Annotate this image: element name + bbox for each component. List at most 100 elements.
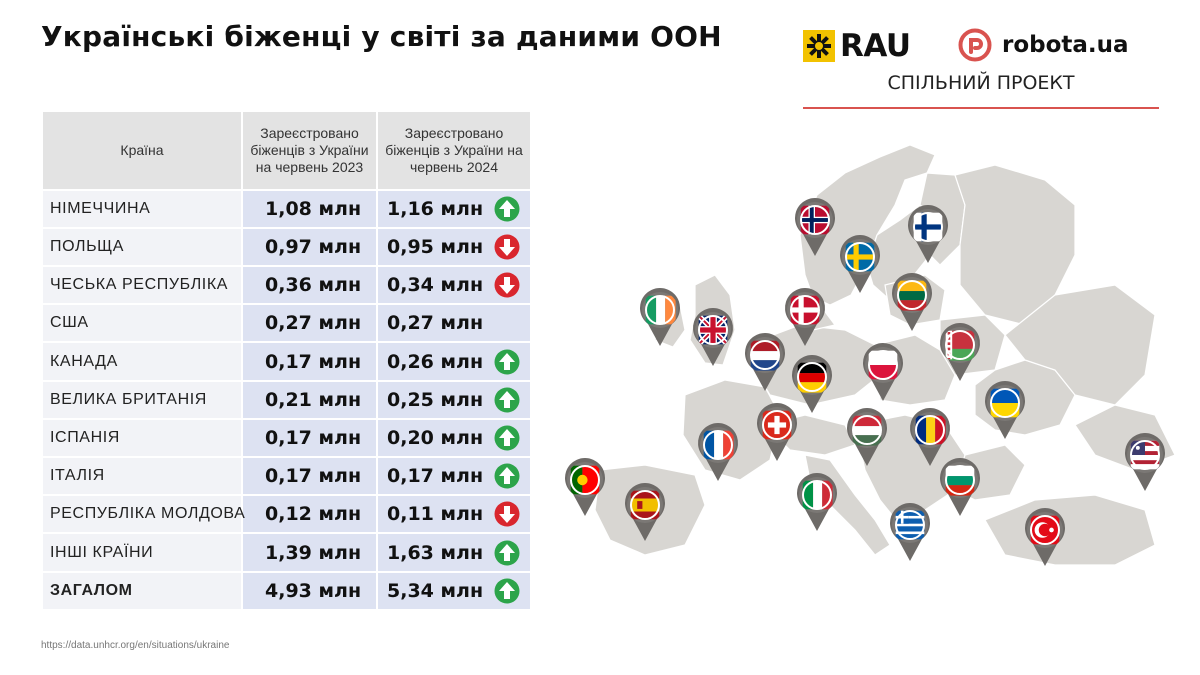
flag-pin-netherlands <box>745 333 785 391</box>
page-title: Українські біженці у світі за даними ООН <box>41 20 722 53</box>
flag-pin-spain <box>625 483 665 541</box>
value-2024-text: 0,34 млн <box>387 274 484 297</box>
flag-pin-germany <box>792 355 832 413</box>
country-cell: ВЕЛИКА БРИТАНІЯ <box>41 379 243 420</box>
value-2023-cell: 1,08 млн <box>241 188 378 229</box>
rau-star-icon <box>803 30 835 62</box>
value-2024-cell: 0,27 млн <box>376 303 532 344</box>
flag-pins <box>565 198 1165 566</box>
country-cell: ІТАЛІЯ <box>41 456 243 497</box>
flag-pin-finland <box>908 205 948 263</box>
arrow-up-icon <box>494 196 520 222</box>
value-2023-cell: 0,27 млн <box>241 303 378 344</box>
value-2024-text: 0,95 млн <box>387 235 484 258</box>
brand-block: RAU robota.ua СПІЛЬНИЙ ПРОЕКТ <box>803 24 1159 110</box>
header-country: Країна <box>41 110 243 191</box>
flag-pin-hungary <box>847 408 887 466</box>
flag-pin-ireland <box>640 288 680 346</box>
flag-pin-denmark <box>785 288 825 346</box>
country-cell: ЗАГАЛОМ <box>41 570 243 612</box>
value-2024-cell: 1,63 млн <box>376 532 532 573</box>
value-2023-cell: 0,17 млн <box>241 417 378 459</box>
value-2023-cell: 0,17 млн <box>241 456 378 497</box>
value-2024-text: 5,34 млн <box>387 579 484 602</box>
value-2023-cell: 0,17 млн <box>241 341 378 382</box>
value-2024-cell: 0,17 млн <box>376 456 532 497</box>
country-cell: ПОЛЬЩА <box>41 226 243 267</box>
robota-logo-icon <box>958 28 992 62</box>
arrow-down-icon <box>494 272 520 298</box>
flag-pin-switzerland <box>757 403 797 461</box>
flag-pin-moldova <box>1125 433 1165 491</box>
refugee-table: Країна Зареєстровано біженців з України … <box>41 110 532 612</box>
value-2024-text: 1,16 млн <box>387 197 484 220</box>
country-cell: КАНАДА <box>41 341 243 382</box>
total-row: ЗАГАЛОМ 4,93 млн 5,34 млн <box>41 570 532 612</box>
value-2024-cell: 0,34 млн <box>376 264 532 306</box>
arrow-down-icon <box>494 234 520 260</box>
robota-logo: robota.ua <box>958 28 1129 62</box>
rau-logo-text: RAU <box>840 28 911 64</box>
table-row: ЧЕСЬКА РЕСПУБЛІКА 0,36 млн 0,34 млн <box>41 264 532 306</box>
header-2024: Зареєстровано біженців з України на черв… <box>376 110 532 191</box>
joint-project-label: СПІЛЬНИЙ ПРОЕКТ <box>887 72 1075 94</box>
flag-pin-bulgaria <box>940 458 980 516</box>
value-2024-text: 0,20 млн <box>387 426 484 449</box>
value-2023-cell: 4,93 млн <box>241 570 378 612</box>
table-header-row: Країна Зареєстровано біженців з України … <box>41 110 532 191</box>
value-2024-cell: 1,16 млн <box>376 188 532 229</box>
table-body: НІМЕЧЧИНА 1,08 млн 1,16 млн ПОЛЬЩА 0,97 млн 0… <box>41 188 532 612</box>
value-2024-text: 0,26 млн <box>387 350 484 373</box>
table-row: ІТАЛІЯ 0,17 млн 0,17 млн <box>41 456 532 497</box>
table-row: ІСПАНІЯ 0,17 млн 0,20 млн <box>41 417 532 459</box>
flag-pin-sweden <box>840 235 880 293</box>
table-row: РЕСПУБЛІКА МОЛДОВА 0,12 млн 0,11 млн <box>41 494 532 535</box>
flag-pin-ukraine <box>985 381 1025 439</box>
value-2023-cell: 0,21 млн <box>241 379 378 420</box>
source-link[interactable]: https://data.unhcr.org/en/situations/ukr… <box>41 640 230 651</box>
value-2023-cell: 0,12 млн <box>241 494 378 535</box>
country-cell: РЕСПУБЛІКА МОЛДОВА <box>41 494 245 535</box>
country-cell: США <box>41 303 243 344</box>
robota-logo-text: robota.ua <box>1002 32 1129 58</box>
country-cell: ІСПАНІЯ <box>41 417 243 459</box>
table-row: НІМЕЧЧИНА 1,08 млн 1,16 млн <box>41 188 532 229</box>
value-2024-cell: 0,11 млн <box>376 494 532 535</box>
table-row: ІНШІ КРАЇНИ 1,39 млн 1,63 млн <box>41 532 532 573</box>
flag-pin-norway <box>795 198 835 256</box>
arrow-up-icon <box>494 387 520 413</box>
flag-pin-turkey <box>1025 508 1065 566</box>
table-row: США 0,27 млн 0,27 млн <box>41 303 532 344</box>
country-cell: ЧЕСЬКА РЕСПУБЛІКА <box>41 264 243 306</box>
value-2024-cell: 5,34 млн <box>376 570 532 612</box>
value-2023-cell: 0,36 млн <box>241 264 378 306</box>
value-2024-cell: 0,20 млн <box>376 417 532 459</box>
arrow-up-icon <box>494 349 520 374</box>
brand-divider <box>803 107 1159 109</box>
value-2024-cell: 0,25 млн <box>376 379 532 420</box>
flag-pin-united-kingdom <box>693 308 733 366</box>
flag-pin-italy <box>797 473 837 531</box>
value-2024-cell: 0,26 млн <box>376 341 532 382</box>
flag-pin-romania <box>910 408 950 466</box>
flag-pin-belarus <box>940 323 980 381</box>
value-2024-cell: 0,95 млн <box>376 226 532 267</box>
flag-pin-france <box>698 423 738 481</box>
value-2024-text: 1,63 млн <box>387 541 484 564</box>
arrow-up-icon <box>494 578 520 604</box>
arrow-up-icon <box>494 425 520 451</box>
header-2023: Зареєстровано біженців з України на черв… <box>241 110 378 191</box>
table-row: ПОЛЬЩА 0,97 млн 0,95 млн <box>41 226 532 267</box>
value-2024-text: 0,11 млн <box>387 503 484 526</box>
rau-logo: RAU <box>803 28 911 64</box>
arrow-up-icon <box>494 540 520 566</box>
country-cell: НІМЕЧЧИНА <box>41 188 243 229</box>
table-row: КАНАДА 0,17 млн 0,26 млн <box>41 341 532 382</box>
value-2024-text: 0,17 млн <box>387 465 484 488</box>
value-2023-cell: 0,97 млн <box>241 226 378 267</box>
value-2024-text: 0,27 млн <box>387 312 484 335</box>
arrow-down-icon <box>494 501 520 527</box>
flag-pin-greece <box>890 503 930 561</box>
value-2024-text: 0,25 млн <box>387 388 484 411</box>
europe-map <box>565 144 1176 566</box>
